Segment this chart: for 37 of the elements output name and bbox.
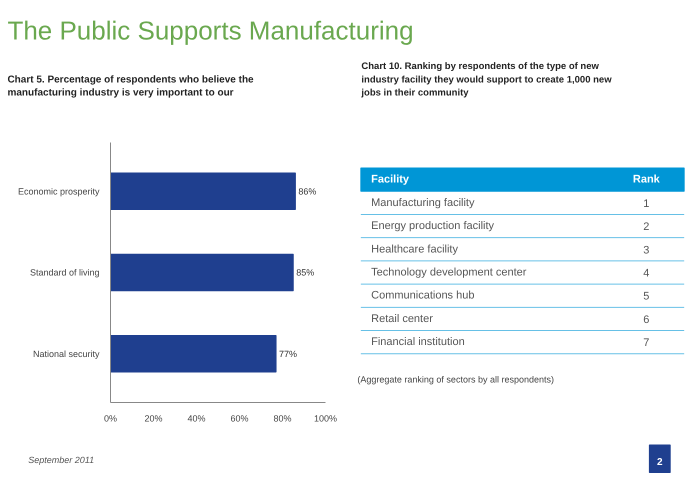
data-label: 6 <box>643 314 650 326</box>
data-label: 85% <box>296 268 314 278</box>
text: Rank <box>632 174 661 186</box>
data-label: 7 <box>643 337 650 350</box>
category-label: Manufacturing facility <box>371 196 475 209</box>
y-tick-label: Economic prosperity <box>18 186 100 196</box>
x-tick-label: 80% <box>273 414 292 424</box>
data-label: 77% <box>279 348 298 359</box>
data-label: 3 <box>643 244 650 256</box>
data-label: 5 <box>643 290 650 303</box>
category-label: Healthcare facility <box>371 243 458 256</box>
text: September 2011 <box>28 455 94 465</box>
text: Chart 10. Ranking by respondents of the type of new industry facility they would support to create 1,000 new jobs in their community <box>360 61 612 98</box>
x-tick-label: 100% <box>314 414 338 424</box>
x-tick-label: 0% <box>104 414 118 424</box>
x-tick-label: 20% <box>144 414 163 424</box>
x-tick-label: 60% <box>230 414 249 424</box>
data-label: 1 <box>643 198 650 210</box>
category-label: Energy production facility <box>371 220 495 232</box>
text: (Aggregate ranking of sectors by all respondents) <box>357 374 554 385</box>
y-tick-label: National security <box>32 348 100 359</box>
category-label: Technology development center <box>371 266 527 278</box>
data-label: 2 <box>643 221 650 234</box>
data-label: 4 <box>643 268 650 280</box>
category-label: Retail center <box>371 312 434 325</box>
x-tick-label: 40% <box>187 414 206 424</box>
text: 2 <box>657 457 664 468</box>
chart-title: Chart 5. Percentage of respondents who believe the manufacturing industry is very important to our <box>7 74 254 98</box>
bar <box>110 172 296 210</box>
text: Facility <box>371 174 410 186</box>
data-label: 86% <box>298 186 316 196</box>
bar <box>110 254 294 292</box>
text: The Public Supports Manufacturing <box>7 16 414 46</box>
category-label: Financial institution <box>371 336 465 348</box>
category-label: Communications hub <box>371 290 474 302</box>
bar <box>110 334 277 373</box>
y-tick-label: Standard of living <box>30 268 100 278</box>
